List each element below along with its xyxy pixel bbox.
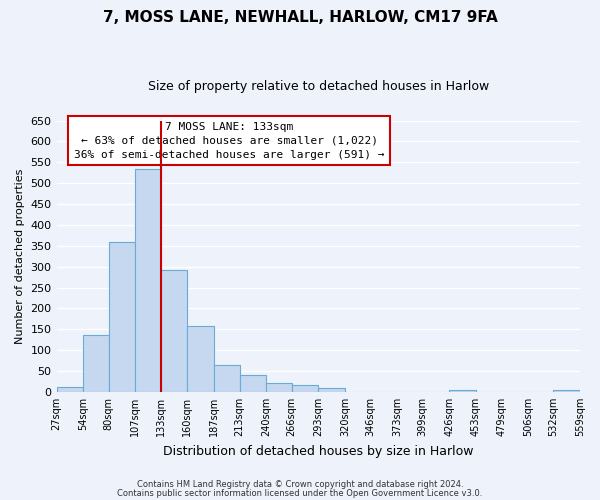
Text: Contains HM Land Registry data © Crown copyright and database right 2024.: Contains HM Land Registry data © Crown c… (137, 480, 463, 489)
Bar (553, 390, 580, 392)
X-axis label: Distribution of detached houses by size in Harlow: Distribution of detached houses by size … (163, 444, 473, 458)
Y-axis label: Number of detached properties: Number of detached properties (15, 168, 25, 344)
Bar (83, 335, 109, 392)
Bar (187, 326, 214, 392)
Text: 7, MOSS LANE, NEWHALL, HARLOW, CM17 9FA: 7, MOSS LANE, NEWHALL, HARLOW, CM17 9FA (103, 10, 497, 25)
Bar (292, 386, 318, 392)
Title: Size of property relative to detached houses in Harlow: Size of property relative to detached ho… (148, 80, 489, 93)
Bar (449, 390, 476, 392)
Text: Contains public sector information licensed under the Open Government Licence v3: Contains public sector information licen… (118, 488, 482, 498)
Bar (318, 388, 345, 392)
Bar (239, 375, 266, 392)
Bar (56, 388, 83, 392)
Bar (161, 270, 187, 392)
Bar (266, 382, 292, 392)
Bar (135, 168, 161, 392)
Text: 7 MOSS LANE: 133sqm
← 63% of detached houses are smaller (1,022)
36% of semi-det: 7 MOSS LANE: 133sqm ← 63% of detached ho… (74, 122, 385, 160)
Bar (214, 365, 239, 392)
Bar (109, 242, 135, 392)
